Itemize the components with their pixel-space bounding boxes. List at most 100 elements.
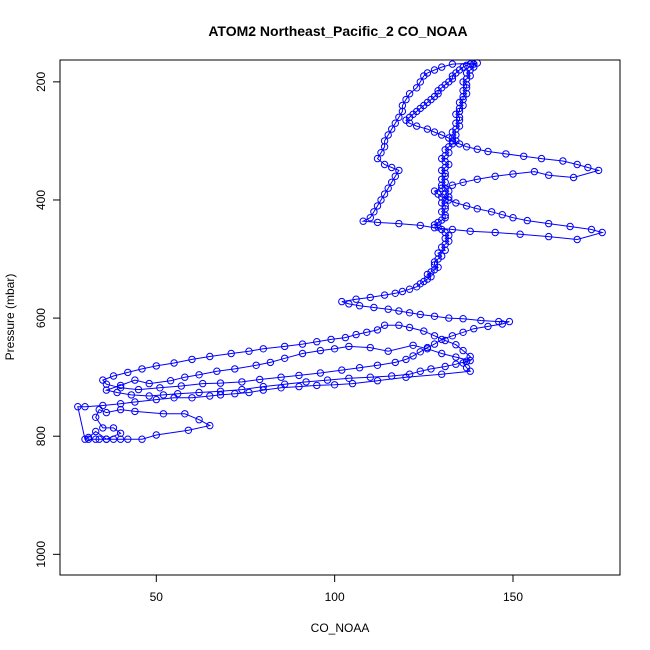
data-point (295, 371, 303, 380)
data-point (338, 297, 346, 306)
data-point (92, 427, 100, 436)
data-point (159, 410, 168, 418)
data-point (99, 401, 107, 410)
data-point (388, 163, 396, 172)
x-tick-label: 50 (150, 590, 164, 604)
data-point (402, 95, 410, 104)
data-point (430, 187, 439, 195)
data-point (491, 172, 499, 181)
data-point (430, 332, 439, 340)
data-point (545, 232, 553, 241)
data-point (170, 359, 178, 367)
data-point (380, 291, 389, 299)
data-point (466, 227, 474, 236)
data-point (448, 181, 457, 189)
data-point (438, 184, 446, 192)
data-point (473, 145, 481, 153)
data-point (430, 128, 439, 136)
data-point (231, 365, 239, 373)
data-point (537, 154, 546, 163)
data-point (470, 325, 478, 333)
data-point (545, 219, 553, 228)
data-point (188, 394, 196, 402)
data-point (448, 332, 457, 340)
data-point (124, 435, 132, 443)
data-point (509, 214, 517, 222)
data-point (509, 170, 517, 178)
data-point (295, 382, 303, 391)
data-point (398, 101, 407, 110)
data-point (430, 224, 439, 232)
data-point (438, 131, 446, 139)
data-point (438, 63, 446, 71)
data-point (298, 349, 307, 358)
data-point (402, 355, 410, 364)
plot-frame (59, 59, 621, 576)
data-point (462, 202, 471, 210)
data-point (216, 379, 225, 387)
data-point (409, 352, 417, 360)
data-point (384, 131, 392, 139)
data-point (373, 361, 382, 369)
data-point (384, 305, 392, 313)
data-point (448, 60, 457, 68)
data-point (587, 225, 596, 234)
data-point (355, 364, 364, 372)
data-point (391, 358, 399, 367)
data-point (459, 346, 467, 355)
data-point (559, 157, 567, 165)
data-point (420, 72, 428, 80)
data-point (145, 379, 153, 388)
data-point (366, 373, 374, 381)
data-point (530, 167, 539, 176)
data-point (213, 367, 221, 375)
data-point (416, 367, 424, 375)
data-point (484, 147, 492, 156)
data-point (388, 372, 396, 380)
data-point (145, 392, 153, 400)
data-point (459, 315, 467, 323)
data-point (252, 361, 260, 369)
data-point (420, 327, 428, 335)
data-point (455, 140, 464, 148)
data-point (127, 391, 136, 399)
data-point (523, 216, 531, 225)
data-point (138, 435, 146, 443)
data-point (281, 380, 289, 388)
data-point (330, 381, 339, 389)
data-point (159, 391, 168, 399)
data-point (373, 326, 382, 334)
data-point (455, 107, 464, 116)
data-point (366, 293, 374, 302)
data-point (380, 143, 389, 151)
data-point (413, 122, 421, 130)
data-point (380, 190, 389, 198)
data-point (466, 352, 474, 361)
data-point (473, 175, 481, 184)
data-point (441, 205, 449, 213)
data-point (445, 196, 453, 204)
data-point (330, 345, 339, 353)
data-point (134, 385, 143, 394)
data-point (345, 342, 353, 351)
data-point (352, 330, 360, 339)
data-point (195, 416, 203, 424)
data-point (448, 75, 457, 83)
data-point (195, 388, 203, 397)
data-point (152, 362, 161, 370)
data-point (316, 346, 325, 355)
data-point (231, 390, 239, 398)
data-point (423, 125, 432, 133)
y-tick-label: 200 (34, 72, 48, 92)
data-point (298, 340, 307, 348)
data-point (116, 400, 125, 408)
data-point (395, 166, 403, 175)
y-axis-label: Pressure (mbar) (3, 274, 17, 361)
data-point (373, 202, 382, 210)
data-point (395, 113, 403, 122)
data-point (256, 375, 264, 384)
data-point (566, 222, 574, 231)
data-point (348, 379, 357, 388)
data-point (395, 219, 403, 228)
data-point (438, 349, 446, 358)
